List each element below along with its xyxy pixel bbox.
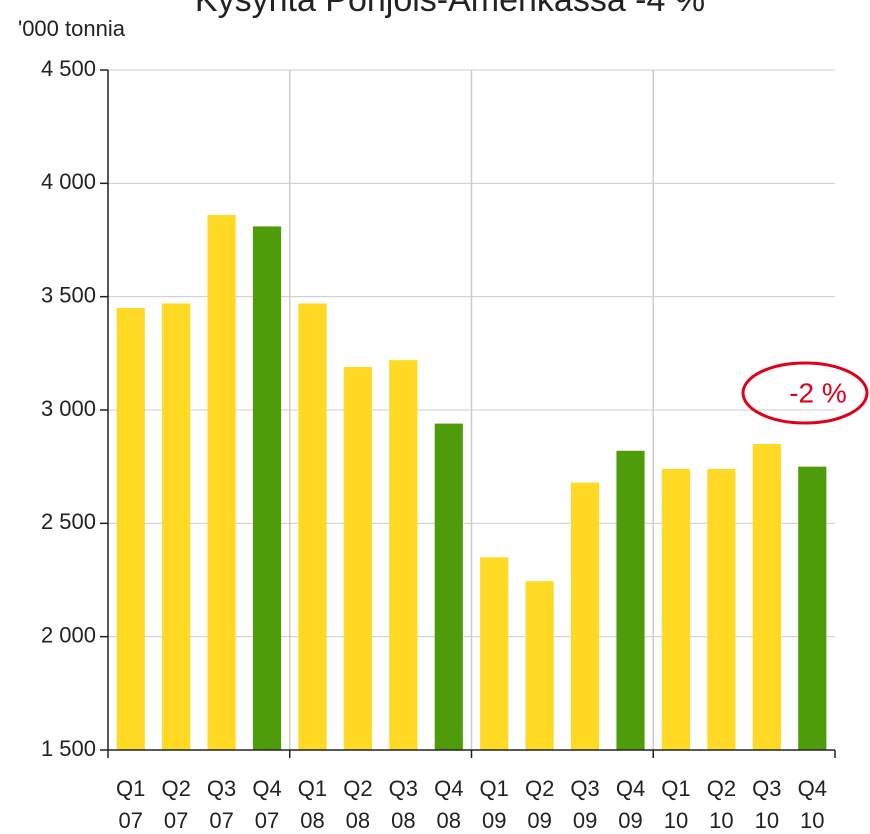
x-tick-label: 08	[437, 808, 461, 833]
x-tick-label: Q2	[525, 776, 554, 801]
x-tick-label: Q1	[298, 776, 327, 801]
x-tick-label: 07	[255, 808, 279, 833]
x-tick-label: Q1	[116, 776, 145, 801]
y-tick-label: 3 500	[41, 282, 96, 307]
x-tick-label: Q3	[389, 776, 418, 801]
y-tick-label: 4 500	[41, 56, 96, 81]
x-tick-label: 09	[482, 808, 506, 833]
bar	[252, 226, 282, 750]
x-tick-label: Q4	[434, 776, 463, 801]
x-tick-label: Q1	[661, 776, 690, 801]
bar	[434, 423, 463, 750]
y-tick-label: 2 500	[41, 509, 96, 534]
x-tick-label: 07	[209, 808, 233, 833]
x-tick-label: 08	[391, 808, 415, 833]
x-tick-label: Q4	[252, 776, 281, 801]
x-tick-label: 10	[800, 808, 824, 833]
x-tick-label: Q3	[570, 776, 599, 801]
bar	[389, 360, 418, 750]
annotation-circle	[741, 361, 869, 425]
x-tick-label: Q4	[798, 776, 827, 801]
bar	[343, 366, 372, 750]
x-tick-label: 09	[527, 808, 551, 833]
x-tick-label: Q3	[207, 776, 236, 801]
bar	[525, 581, 554, 750]
y-tick-label: 4 000	[41, 169, 96, 194]
x-tick-label: 09	[618, 808, 642, 833]
x-tick-label: 08	[346, 808, 370, 833]
x-tick-label: Q1	[480, 776, 509, 801]
x-tick-label: 10	[709, 808, 733, 833]
annotation: -2 %	[789, 377, 847, 408]
x-tick-label: 10	[664, 808, 688, 833]
y-axis-label: '000 tonnia	[18, 16, 126, 41]
bar	[116, 308, 145, 750]
x-tick-label: Q2	[343, 776, 372, 801]
bar	[480, 557, 509, 750]
bar	[162, 303, 191, 750]
bar	[752, 444, 781, 750]
x-tick-label: 08	[300, 808, 324, 833]
x-tick-label: 07	[118, 808, 142, 833]
bar	[707, 468, 736, 750]
chart-title: Kysyntä Pohjois-Amerikassa -4 %	[195, 0, 705, 19]
x-tick-label: 10	[755, 808, 779, 833]
x-tick-label: 07	[164, 808, 188, 833]
bar	[661, 468, 691, 750]
bar	[616, 450, 645, 750]
y-tick-label: 1 500	[41, 736, 96, 761]
bar	[298, 303, 327, 750]
y-tick-label: 2 000	[41, 622, 96, 647]
bar	[798, 466, 827, 750]
x-tick-label: Q2	[707, 776, 736, 801]
x-tick-label: Q4	[616, 776, 645, 801]
bar	[207, 215, 236, 751]
bar	[571, 482, 600, 750]
y-tick-label: 3 000	[41, 396, 96, 421]
x-tick-label: Q3	[752, 776, 781, 801]
x-tick-label: 09	[573, 808, 597, 833]
x-tick-label: Q2	[161, 776, 190, 801]
